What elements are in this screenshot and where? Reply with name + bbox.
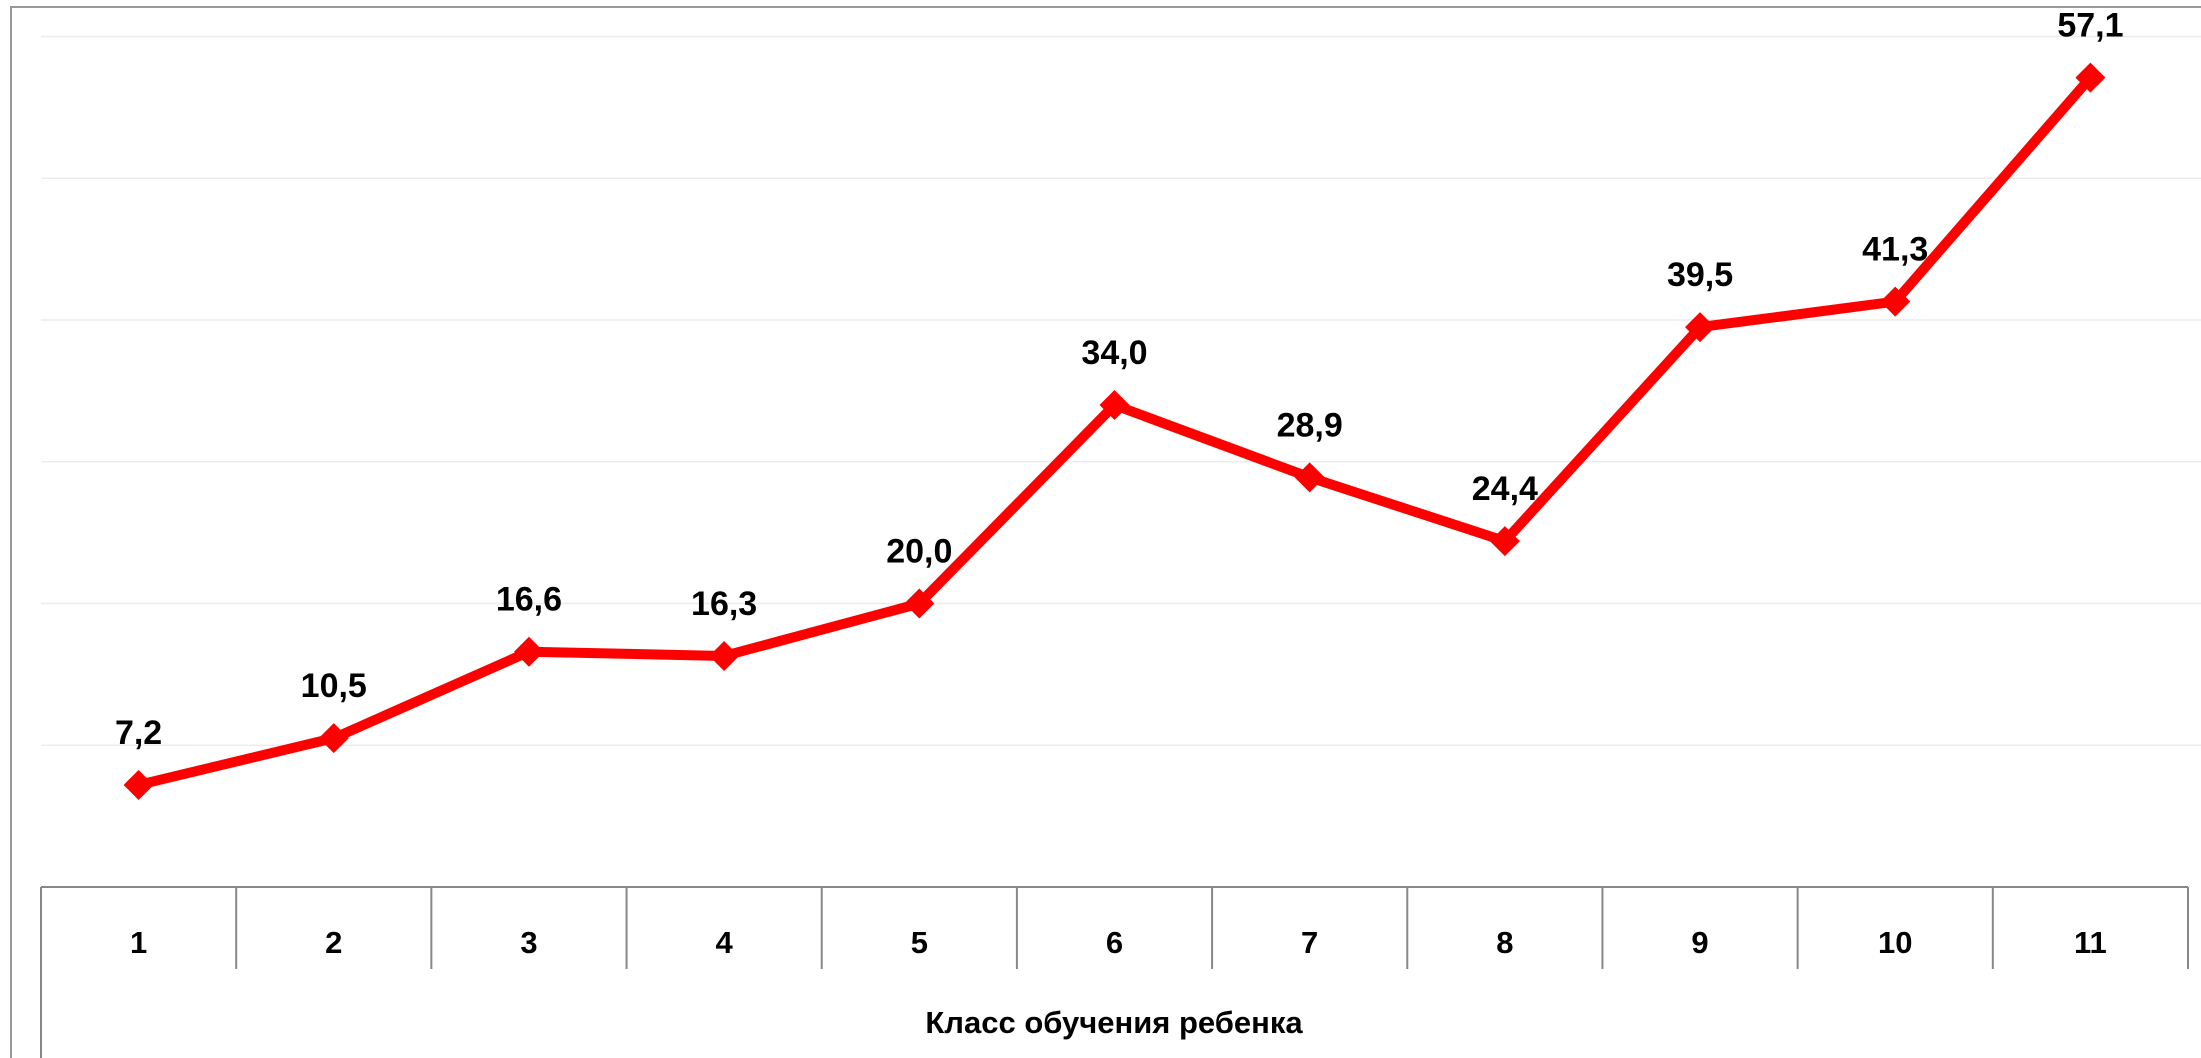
x-tick-label: 5	[911, 925, 928, 960]
data-point	[709, 640, 740, 671]
data-label: 7,2	[115, 714, 162, 752]
data-label: 57,1	[2057, 7, 2123, 45]
data-line	[137, 74, 2095, 790]
data-point	[904, 588, 935, 619]
data-label: 16,3	[691, 585, 757, 623]
x-tick-label: 2	[325, 925, 342, 960]
x-tick-label: 6	[1106, 925, 1123, 960]
data-point	[318, 723, 349, 754]
x-tick-label: 7	[1301, 925, 1318, 960]
x-tick-label: 1	[130, 925, 147, 960]
data-point	[123, 769, 154, 800]
data-point	[513, 636, 544, 667]
data-point	[1294, 462, 1325, 493]
x-tick-label: 10	[1878, 925, 1912, 960]
x-tick-label: 4	[716, 925, 734, 960]
data-point	[1489, 526, 1520, 557]
x-tick-label: 3	[520, 925, 537, 960]
chart-frame	[10, 6, 2201, 1058]
data-point	[2075, 62, 2106, 93]
data-label: 41,3	[1862, 231, 1928, 269]
x-tick-label: 9	[1691, 925, 1708, 960]
data-label: 16,6	[496, 581, 562, 619]
data-point	[1099, 390, 1130, 421]
x-tick-label: 11	[2074, 925, 2107, 960]
data-label: 39,5	[1667, 256, 1733, 294]
data-label: 34,0	[1081, 334, 1147, 372]
x-tick-label: 8	[1496, 925, 1513, 960]
data-point	[1685, 312, 1716, 343]
x-axis-title: Класс обучения ребенка	[925, 1005, 1303, 1040]
data-label: 10,5	[301, 667, 367, 705]
data-label: 24,4	[1472, 470, 1538, 508]
data-label: 20,0	[886, 532, 952, 570]
data-label: 28,9	[1277, 406, 1343, 444]
data-point	[1880, 286, 1911, 317]
